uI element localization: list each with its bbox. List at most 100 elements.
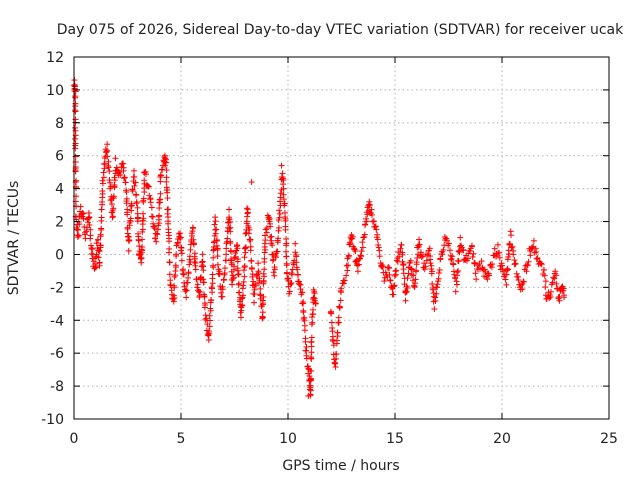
x-tick-label: 20 bbox=[493, 431, 511, 447]
data-point bbox=[330, 338, 337, 345]
data-point bbox=[212, 230, 219, 237]
data-point bbox=[183, 287, 190, 294]
data-point bbox=[508, 244, 515, 251]
data-point bbox=[510, 251, 517, 258]
data-point bbox=[369, 211, 376, 218]
data-point bbox=[172, 262, 179, 269]
data-point bbox=[72, 167, 79, 174]
data-point bbox=[391, 272, 398, 279]
data-point bbox=[241, 273, 248, 280]
data-point bbox=[112, 155, 119, 162]
data-point bbox=[90, 258, 97, 265]
data-point bbox=[163, 184, 170, 191]
data-point bbox=[330, 342, 337, 349]
data-point bbox=[260, 278, 267, 285]
data-point bbox=[344, 262, 351, 269]
data-point bbox=[404, 275, 411, 282]
data-point bbox=[229, 281, 236, 288]
data-point bbox=[124, 211, 131, 218]
data-point bbox=[437, 255, 444, 262]
data-point bbox=[418, 253, 425, 260]
data-point bbox=[163, 167, 170, 174]
data-point bbox=[445, 240, 452, 247]
data-point bbox=[504, 266, 511, 273]
data-point bbox=[308, 367, 315, 374]
data-point bbox=[79, 209, 86, 216]
data-point bbox=[227, 240, 234, 247]
data-point bbox=[219, 293, 226, 300]
data-point bbox=[410, 272, 417, 279]
data-point bbox=[240, 267, 247, 274]
data-point bbox=[207, 305, 214, 312]
data-point bbox=[213, 226, 220, 233]
data-point bbox=[231, 254, 238, 261]
data-point bbox=[505, 253, 512, 260]
data-point bbox=[352, 248, 359, 255]
data-point bbox=[470, 250, 477, 257]
data-point bbox=[170, 298, 177, 305]
data-point bbox=[145, 183, 152, 190]
data-point bbox=[164, 189, 171, 196]
data-point bbox=[266, 218, 273, 225]
data-point bbox=[108, 201, 115, 208]
data-point bbox=[182, 288, 189, 295]
data-point bbox=[173, 251, 180, 258]
data-point bbox=[267, 234, 274, 241]
data-point bbox=[411, 280, 418, 287]
data-point bbox=[355, 261, 362, 268]
chart-title: Day 075 of 2026, Sidereal Day-to-day VTE… bbox=[57, 22, 624, 38]
axis-ticks: 0 5 10 15 20 25 -10 -8 -6 -4 -2 0 2 4 6 8 10 12 bbox=[41, 50, 618, 447]
data-point bbox=[368, 206, 375, 213]
data-point bbox=[416, 241, 423, 248]
data-point bbox=[138, 255, 145, 262]
data-point bbox=[223, 245, 230, 252]
data-point bbox=[255, 270, 262, 277]
data-point bbox=[440, 246, 447, 253]
data-point bbox=[274, 248, 281, 255]
data-point bbox=[240, 282, 247, 289]
data-point bbox=[307, 375, 314, 382]
x-axis-label: GPS time / hours bbox=[282, 458, 399, 474]
data-point bbox=[300, 309, 307, 316]
data-point bbox=[486, 272, 493, 279]
data-point bbox=[205, 337, 212, 344]
data-point bbox=[431, 306, 438, 313]
data-point bbox=[460, 247, 467, 254]
data-point bbox=[226, 216, 233, 223]
data-point bbox=[502, 276, 509, 283]
data-point bbox=[309, 306, 316, 313]
data-point bbox=[131, 173, 138, 180]
data-point bbox=[154, 231, 161, 238]
data-point bbox=[202, 312, 209, 319]
data-point bbox=[156, 212, 163, 219]
data-point bbox=[262, 237, 269, 244]
data-point bbox=[246, 226, 253, 233]
data-point bbox=[111, 181, 118, 188]
data-point bbox=[390, 291, 397, 298]
data-point bbox=[153, 238, 160, 245]
data-point bbox=[375, 241, 382, 248]
data-point bbox=[214, 245, 221, 252]
data-point bbox=[243, 205, 250, 212]
data-point bbox=[131, 182, 138, 189]
data-point bbox=[308, 334, 315, 341]
data-point bbox=[305, 392, 312, 399]
data-point bbox=[122, 179, 129, 186]
data-point bbox=[396, 253, 403, 260]
data-point bbox=[334, 329, 341, 336]
data-point bbox=[370, 218, 377, 225]
data-point bbox=[560, 285, 567, 292]
data-point bbox=[344, 267, 351, 274]
data-point bbox=[157, 196, 164, 203]
data-point bbox=[241, 245, 248, 252]
data-point bbox=[136, 243, 143, 250]
data-point bbox=[449, 253, 456, 260]
data-point bbox=[210, 264, 217, 271]
data-point bbox=[373, 226, 380, 233]
data-point bbox=[87, 226, 94, 233]
data-point bbox=[189, 225, 196, 232]
data-point bbox=[404, 284, 411, 291]
data-point bbox=[281, 200, 288, 207]
data-point bbox=[227, 219, 234, 226]
